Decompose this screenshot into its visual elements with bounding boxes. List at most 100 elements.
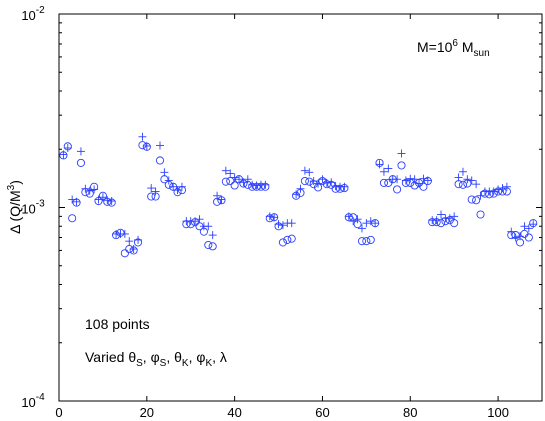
plus-point <box>147 184 155 192</box>
plus-point <box>86 187 94 195</box>
plus-point <box>332 182 340 190</box>
plus-point <box>397 150 405 158</box>
x-tick-label: 60 <box>315 405 329 420</box>
plus-point <box>376 160 384 168</box>
circle-point <box>205 241 212 248</box>
varied-symbol: φ <box>196 349 205 365</box>
circle-point <box>231 182 238 189</box>
y-tick-label: 10-2 <box>21 5 45 23</box>
circle-point <box>227 177 234 184</box>
circle-point <box>209 243 216 250</box>
y-axis-label-tail: ) <box>7 180 23 185</box>
varied-separator: , <box>212 349 220 365</box>
plus-point <box>450 212 458 220</box>
plus-point <box>402 176 410 184</box>
plus-point <box>261 181 269 189</box>
varied-separator: , <box>166 349 174 365</box>
plus-point <box>204 222 212 230</box>
varied-symbol: θ <box>128 349 136 365</box>
plus-point <box>95 195 103 203</box>
circle-point <box>363 238 370 245</box>
circle-point <box>77 159 84 166</box>
circle-point <box>459 181 466 188</box>
varied-symbol: φ <box>151 349 160 365</box>
plus-point <box>516 232 524 240</box>
circle-point <box>279 239 286 246</box>
points-annotation: 108 points <box>85 316 150 332</box>
varied-separator: , <box>189 349 197 365</box>
plus-point <box>411 175 419 183</box>
plus-point <box>134 236 142 244</box>
circle-point <box>148 193 155 200</box>
varied-separator: , <box>143 349 151 365</box>
y-tick-label: 10-4 <box>21 392 45 410</box>
plot-frame <box>59 14 542 401</box>
plus-point <box>437 211 445 219</box>
plus-point <box>266 212 274 220</box>
varied-symbol: θ <box>174 349 182 365</box>
plus-point <box>90 185 98 193</box>
x-tick-label: 80 <box>403 405 417 420</box>
y-tick-label: 10-3 <box>21 199 45 217</box>
plus-point <box>275 220 283 228</box>
circle-point <box>358 238 365 245</box>
plus-point <box>468 176 476 184</box>
plus-point <box>362 219 370 227</box>
varied-annotation: Varied θS, φS, θK, φK, λ <box>85 349 227 369</box>
circle-point <box>398 162 405 169</box>
circle-point <box>437 220 444 227</box>
circle-point <box>367 236 374 243</box>
plus-point <box>68 195 76 203</box>
plus-point <box>160 168 168 176</box>
circle-point <box>121 250 128 257</box>
plus-point <box>156 142 164 150</box>
plus-point <box>292 190 300 198</box>
plus-point <box>305 168 313 176</box>
x-tick-label: 20 <box>140 405 154 420</box>
plus-point <box>358 224 366 232</box>
circle-point <box>385 179 392 186</box>
plus-point <box>433 216 441 224</box>
plus-point <box>213 192 221 200</box>
plus-point <box>349 217 357 225</box>
circle-point <box>156 157 163 164</box>
circle-point <box>477 211 484 218</box>
plus-point <box>477 192 485 200</box>
plus-point <box>209 231 217 239</box>
circle-point <box>306 178 313 185</box>
plus-point <box>121 230 129 238</box>
plus-point <box>507 228 515 236</box>
plus-point <box>288 219 296 227</box>
mass-unit-sub: sun <box>474 48 490 59</box>
mass-prefix: M=10 <box>417 39 453 55</box>
plus-point <box>196 215 204 223</box>
plus-point <box>81 185 89 193</box>
plus-point <box>125 237 133 245</box>
mass-unit: M <box>458 39 474 55</box>
y-axis-label-main: Δ (Q/M <box>7 190 23 234</box>
circle-point <box>139 142 146 149</box>
circle-point <box>394 186 401 193</box>
circle-point <box>473 197 480 204</box>
plus-point <box>455 173 463 181</box>
plus-point <box>419 175 427 183</box>
plus-point <box>301 167 309 175</box>
plus-point <box>318 175 326 183</box>
x-tick-label: 100 <box>487 405 509 420</box>
plus-point <box>520 222 528 230</box>
varied-prefix: Varied <box>85 349 128 365</box>
plus-point <box>459 168 467 176</box>
plus-point <box>231 173 239 181</box>
circle-point <box>284 236 291 243</box>
mass-annotation: M=106 Msun <box>417 38 490 59</box>
plus-point <box>138 133 146 141</box>
plus-point <box>279 221 287 229</box>
data-marks <box>59 133 537 257</box>
plot-area <box>59 14 542 401</box>
circle-point <box>69 215 76 222</box>
circle-point <box>288 235 295 242</box>
plus-point <box>367 217 375 225</box>
y-axis-label: Δ (Q/M3) <box>6 180 23 234</box>
plus-point <box>297 185 305 193</box>
